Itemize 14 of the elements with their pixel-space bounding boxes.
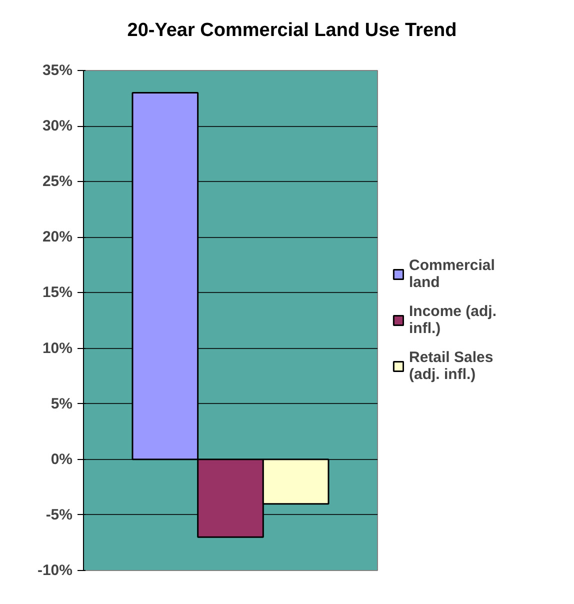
y-tick-label: 25% — [42, 173, 73, 190]
y-tick-label: 5% — [50, 395, 73, 412]
y-tick-label: 15% — [42, 284, 73, 302]
y-tick-label: 30% — [42, 118, 73, 135]
y-tick-label: -10% — [37, 562, 73, 579]
legend-label: Income (adj. infl.) — [409, 303, 497, 337]
y-tick-label: 20% — [42, 228, 73, 246]
y-tick-label: 0% — [50, 450, 73, 468]
legend-label: Retail Sales (adj. infl.) — [409, 349, 494, 383]
legend-label: Commercial land — [409, 257, 495, 291]
y-tick-label: 10% — [42, 340, 73, 357]
y-tick-label: -5% — [46, 506, 73, 524]
y-tick-label: 35% — [42, 62, 73, 79]
chart-title: 20-Year Commercial Land Use Trend — [127, 19, 457, 43]
